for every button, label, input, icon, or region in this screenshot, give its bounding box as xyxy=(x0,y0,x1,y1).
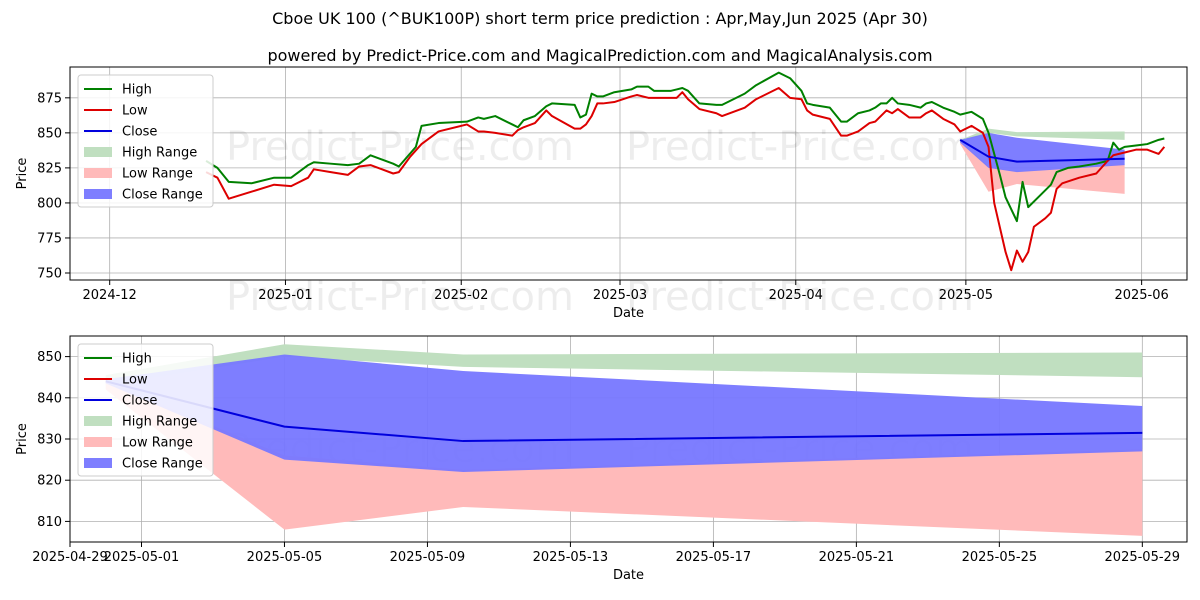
x-tick-label: 2025-04 xyxy=(769,288,823,303)
legend-swatch-high-range xyxy=(84,147,112,157)
legend-label: Low Range xyxy=(122,436,193,451)
legend-swatch-close-range xyxy=(84,189,112,199)
legend-label: High Range xyxy=(122,146,197,161)
x-tick-label: 2025-04-29 xyxy=(32,550,108,565)
watermark-text: Predict-Price.com xyxy=(626,274,974,320)
x-tick-label: 2025-05 xyxy=(939,288,993,303)
x-tick-label: 2025-05-17 xyxy=(676,550,752,565)
y-tick-label: 750 xyxy=(37,266,62,281)
legend-label: Close xyxy=(122,394,157,409)
y-axis-label: Price xyxy=(15,158,30,190)
x-tick-label: 2025-05-29 xyxy=(1105,550,1181,565)
legend-label: Low xyxy=(122,104,148,119)
legend-swatch-close-range xyxy=(84,458,112,468)
x-axis-label: Date xyxy=(613,306,644,321)
legend-label: Close xyxy=(122,125,157,140)
y-tick-label: 875 xyxy=(37,91,62,106)
y-tick-label: 850 xyxy=(37,350,62,365)
series-low-line xyxy=(205,87,1166,272)
legend: High Low Close High Range Low Range Close Ran… xyxy=(77,343,214,477)
y-tick-label: 800 xyxy=(37,196,62,211)
legend-label: Low Range xyxy=(122,167,193,182)
x-tick-label: 2025-05-09 xyxy=(390,550,466,565)
plot-frame xyxy=(69,66,1188,281)
y-tick-label: 850 xyxy=(37,126,62,141)
legend-swatch-low-range xyxy=(84,168,112,178)
y-tick-label: 775 xyxy=(37,231,62,246)
chart-panel-2: Predict-Price.comPredict-Price.com2025-0… xyxy=(15,335,1188,583)
x-tick-label: 2025-06 xyxy=(1114,288,1168,303)
x-tick-label: 2024-12 xyxy=(83,288,137,303)
watermark-text: Predict-Price.com xyxy=(226,124,574,170)
band-close-range xyxy=(960,132,1125,173)
legend-label: Close Range xyxy=(122,188,203,203)
y-axis-label: Price xyxy=(15,423,30,455)
watermark-text: Predict-Price.com xyxy=(226,274,574,320)
x-tick-label: 2025-03 xyxy=(593,288,647,303)
legend-label: High Range xyxy=(122,415,197,430)
chart-panel-1: Predict-Price.com Predict-Price.com Predic… xyxy=(15,66,1188,321)
y-tick-label: 840 xyxy=(37,391,62,406)
series-high-line xyxy=(205,71,1165,223)
series-close-line xyxy=(959,139,1125,163)
y-tick-label: 830 xyxy=(37,433,62,448)
legend-label: High xyxy=(122,83,152,98)
y-tick-label: 820 xyxy=(37,474,62,489)
chart-title: Cboe UK 100 (^BUK100P) short term price … xyxy=(272,9,928,28)
x-tick-label: 2025-05-05 xyxy=(247,550,323,565)
y-tick-label: 810 xyxy=(37,515,62,530)
x-tick-label: 2025-05-25 xyxy=(962,550,1038,565)
x-axis-label: Date xyxy=(613,568,644,583)
chart-subtitle: powered by Predict-Price.com and Magical… xyxy=(267,46,933,65)
legend-label: Low xyxy=(122,373,148,388)
band-close-range xyxy=(105,354,1143,472)
watermark-text: Predict-Price.com xyxy=(626,124,974,170)
band-high-range xyxy=(105,344,1143,386)
band-high-range xyxy=(960,128,1125,143)
legend-swatch-low-range xyxy=(84,437,112,447)
x-tick-label: 2025-05-13 xyxy=(533,550,609,565)
y-tick-label: 825 xyxy=(37,161,62,176)
band-low-range xyxy=(105,381,1143,536)
x-tick-label: 2025-01 xyxy=(258,288,312,303)
legend-swatch-high-range xyxy=(84,416,112,426)
x-tick-label: 2025-05-01 xyxy=(104,550,180,565)
x-tick-label: 2025-02 xyxy=(434,288,488,303)
legend-label: Close Range xyxy=(122,457,203,472)
legend: High Low Close High Range Low Range Close Ran… xyxy=(77,74,214,208)
x-tick-label: 2025-05-21 xyxy=(819,550,895,565)
legend-label: High xyxy=(122,352,152,367)
